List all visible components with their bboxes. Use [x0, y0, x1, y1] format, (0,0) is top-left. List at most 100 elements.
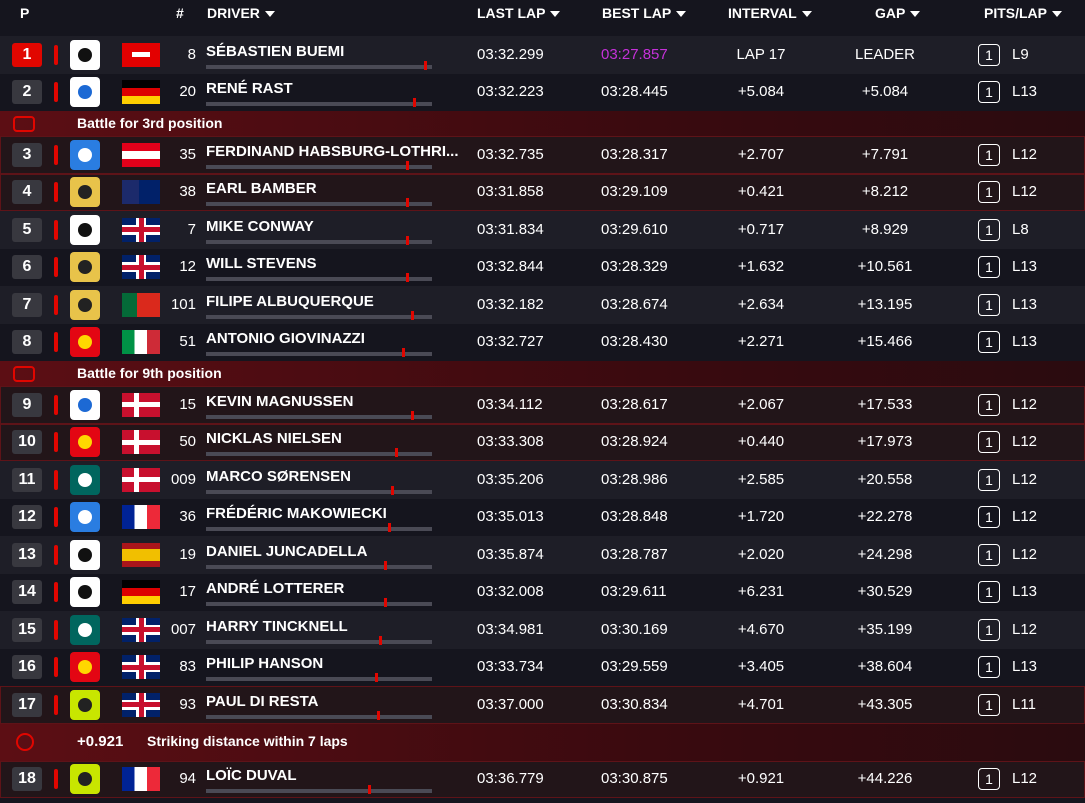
- car-number: 15: [179, 395, 196, 413]
- driver-name: HARRY TINCKNELL: [206, 617, 348, 635]
- header-best-lap[interactable]: BEST LAP: [602, 0, 686, 28]
- gap: +22.278: [857, 508, 913, 526]
- flag: [122, 42, 160, 67]
- team-logo: [70, 289, 100, 320]
- best-lap: 03:28.317: [601, 145, 668, 163]
- driver-name: PHILIP HANSON: [206, 655, 324, 673]
- header-last-lap[interactable]: LAST LAP: [477, 0, 560, 28]
- team-stripe: [54, 619, 58, 640]
- logo-mark: [78, 435, 92, 450]
- driver-row[interactable]: 16 83 PHILIP HANSON 03:33.734 03:29.559 +3.40…: [0, 648, 1085, 686]
- best-lap: 03:29.610: [601, 220, 668, 238]
- interval: +4.670: [737, 620, 785, 638]
- car-number: 93: [179, 695, 196, 713]
- pit-count: 1: [978, 81, 1000, 104]
- team-stripe: [54, 294, 58, 315]
- driver-name: EARL BAMBER: [206, 180, 317, 198]
- pit-count: 1: [978, 693, 1000, 716]
- driver-row[interactable]: 3 35 FERDINAND HABSBURG-LOTHRI... 03:32.735…: [0, 136, 1085, 174]
- car-number: 35: [179, 145, 196, 163]
- driver-row[interactable]: 12 36 FRÉDÉRIC MAKOWIECKI 03:35.013 03:28.84…: [0, 498, 1085, 536]
- driver-row[interactable]: 11 009 MARCO SØRENSEN 03:35.206 03:28.986 +2.…: [0, 461, 1085, 499]
- best-lap: 03:29.611: [601, 583, 667, 601]
- best-lap: 03:29.109: [601, 183, 668, 201]
- pit-count: 1: [978, 618, 1000, 641]
- position-box: 13: [12, 542, 42, 567]
- gap: +43.305: [857, 695, 913, 713]
- lap: L13: [1012, 258, 1038, 276]
- header-gap[interactable]: GAP: [875, 0, 920, 28]
- driver-row[interactable]: 8 51 ANTONIO GIOVINAZZI 03:32.727 03:28.430 +…: [0, 323, 1085, 361]
- position-box: 8: [12, 330, 42, 355]
- driver-row[interactable]: 10 50 NICKLAS NIELSEN 03:33.308 03:28.924 +0.…: [0, 423, 1085, 461]
- driver-row[interactable]: 5 7 MIKE CONWAY 03:31.834 03:29.610 +0.717 +8.…: [0, 211, 1085, 249]
- flag: [122, 292, 160, 317]
- gap: +44.226: [857, 770, 913, 788]
- driver-row[interactable]: 2 20 RENÉ RAST 03:32.223 03:28.445 +5.084 +5.0…: [0, 73, 1085, 111]
- lap: L9: [1012, 45, 1029, 63]
- driver-row[interactable]: 15 007 HARRY TINCKNELL 03:34.981 03:30.169 +4…: [0, 611, 1085, 649]
- team-stripe: [54, 657, 58, 678]
- progress-marker: [413, 98, 417, 108]
- driver-name: ANTONIO GIOVINAZZI: [206, 330, 365, 348]
- flag: [122, 580, 160, 605]
- last-lap: 03:32.735: [477, 145, 544, 163]
- team-stripe: [54, 44, 58, 65]
- banner-gap: +0.921: [77, 733, 124, 750]
- driver-row[interactable]: 7 101 FILIPE ALBUQUERQUE 03:32.182 03:28.674…: [0, 286, 1085, 324]
- progress-marker: [410, 410, 414, 420]
- driver-row[interactable]: 1 8 SÉBASTIEN BUEMI 03:32.299 03:27.857 LAP 1…: [0, 36, 1085, 74]
- interval: +1.720: [737, 508, 785, 526]
- team-stripe: [54, 394, 58, 415]
- car-number: 83: [179, 658, 196, 676]
- team-stripe: [54, 507, 58, 528]
- header-interval[interactable]: INTERVAL: [728, 0, 812, 28]
- header-driver[interactable]: DRIVER: [207, 0, 275, 28]
- driver-row[interactable]: 6 12 WILL STEVENS 03:32.844 03:28.329 +1.632 +…: [0, 248, 1085, 286]
- team-logo: [70, 389, 100, 420]
- gap: +5.084: [861, 83, 909, 101]
- logo-mark: [78, 472, 92, 487]
- interval: +2.585: [737, 470, 785, 488]
- logo-mark: [78, 147, 92, 162]
- interval: +4.701: [737, 695, 785, 713]
- pit-count: 1: [978, 656, 1000, 679]
- position-box: 12: [12, 505, 42, 530]
- interval: +2.271: [737, 333, 785, 351]
- logo-mark: [78, 697, 92, 712]
- banner-text: Battle for 3rd position: [77, 114, 223, 131]
- driver-row[interactable]: 13 19 DANIEL JUNCADELLA 03:35.874 03:28.787 +…: [0, 536, 1085, 574]
- position-box: 6: [12, 255, 42, 280]
- banner-text: Striking distance within 7 laps: [147, 733, 348, 749]
- header-position: P: [20, 5, 30, 21]
- pit-count: 1: [978, 43, 1000, 66]
- team-stripe: [54, 332, 58, 353]
- best-lap: 03:30.834: [601, 695, 668, 713]
- lap: L12: [1012, 183, 1038, 201]
- banner: Battle for 3rd position: [0, 111, 1085, 136]
- driver-row[interactable]: 14 17 ANDRÉ LOTTERER 03:32.008 03:29.611 +6.2…: [0, 573, 1085, 611]
- driver-name: FILIPE ALBUQUERQUE: [206, 292, 374, 310]
- flag: [122, 180, 160, 205]
- last-lap: 03:32.223: [477, 83, 544, 101]
- interval: +0.717: [737, 220, 785, 238]
- lap: L8: [1012, 220, 1029, 238]
- car-number: 36: [179, 508, 196, 526]
- driver-row[interactable]: 9 15 KEVIN MAGNUSSEN 03:34.112 03:28.617 +2.0…: [0, 386, 1085, 424]
- driver-name: NICKLAS NIELSEN: [206, 430, 342, 448]
- last-lap: 03:31.834: [477, 220, 544, 238]
- team-logo: [70, 177, 100, 208]
- flag: [122, 80, 160, 105]
- progress-marker: [410, 310, 414, 320]
- last-lap: 03:32.727: [477, 333, 544, 351]
- interval: +5.084: [737, 83, 785, 101]
- driver-row[interactable]: 17 93 PAUL DI RESTA 03:37.000 03:30.834 +4.70…: [0, 686, 1085, 724]
- position-box: 7: [12, 292, 42, 317]
- progress-track: [206, 414, 432, 419]
- driver-row[interactable]: 18 94 LOÏC DUVAL 03:36.779 03:30.875 +0.921 +4…: [0, 760, 1085, 798]
- header-pits-lap[interactable]: PITS/LAP: [984, 0, 1062, 28]
- last-lap: 03:33.308: [477, 433, 544, 451]
- driver-row[interactable]: 4 38 EARL BAMBER 03:31.858 03:29.109 +0.421 +8…: [0, 173, 1085, 211]
- gap: +8.212: [861, 183, 909, 201]
- gap: +38.604: [857, 658, 913, 676]
